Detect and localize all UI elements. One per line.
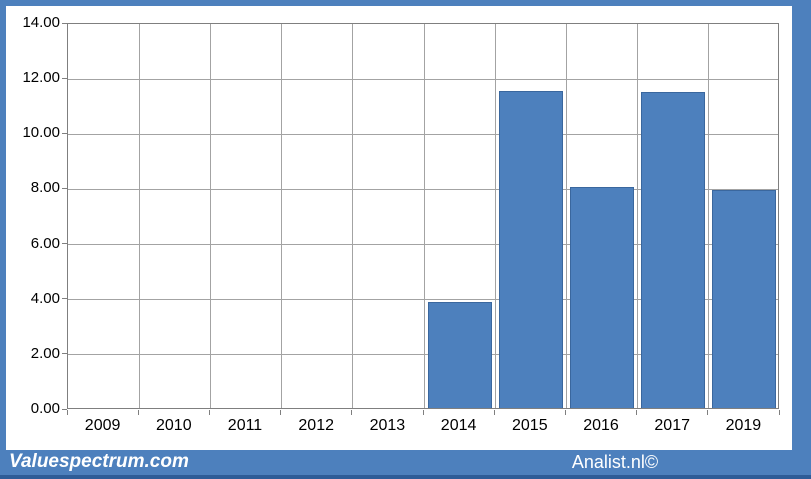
bar-2019 [712,190,777,408]
x-axis-label: 2014 [440,417,477,434]
x-axis-label: 2019 [725,417,762,434]
x-axis-tick [137,410,139,415]
y-axis-tick [62,77,67,79]
y-axis-tick [62,243,67,245]
gridline-vertical [423,24,425,408]
y-axis-tick [62,187,67,189]
gridline-vertical [352,24,354,408]
y-axis-label: 2.00 [30,344,60,362]
plot-area [67,23,779,409]
bar-2017 [641,92,706,408]
footer-bar: Valuespectrum.com Analist.nl© [0,450,811,479]
gridline-vertical [494,24,496,408]
gridline-horizontal [68,188,778,190]
footer-inner: Valuespectrum.com Analist.nl© [0,450,811,475]
y-axis-label: 12.00 [22,69,60,87]
x-axis-label: 2013 [369,417,406,434]
x-axis-tick [422,410,424,415]
y-axis-label: 4.00 [30,289,60,307]
y-axis-tick [62,132,67,134]
frame-border-top [0,0,811,6]
bar-2014 [427,301,492,408]
x-axis-tick [208,410,210,415]
y-axis-tick [62,353,67,355]
x-axis-label: 2012 [298,417,334,434]
x-axis-label: 2017 [654,417,690,434]
x-axis-tick [493,410,495,415]
frame-border-left [0,0,6,479]
y-axis-tick [62,22,67,24]
y-axis-label: 0.00 [30,400,60,417]
gridline-horizontal [68,133,778,135]
x-axis-label: 2015 [512,417,548,434]
y-axis-label: 14.00 [22,14,60,31]
bar-2015 [498,90,563,408]
x-axis-tick [351,410,353,415]
x-axis-tick [778,410,780,415]
x-axis-label: 2010 [156,417,192,434]
x-axis-tick [636,410,638,415]
gridline-vertical [708,24,710,408]
gridline-horizontal [68,354,778,356]
x-axis-tick [707,410,709,415]
y-axis-tick [62,408,67,410]
gridline-vertical [565,24,567,408]
y-axis-label: 8.00 [30,179,60,197]
footer-bottom-edge [0,475,811,479]
y-axis-label: 6.00 [30,234,60,252]
gridline-horizontal [68,78,778,80]
gridline-horizontal [68,244,778,246]
analist-watermark: Analist.nl© [571,452,659,472]
y-axis-tick [62,298,67,300]
x-axis-label: 2011 [227,417,263,434]
gridline-vertical [138,24,140,408]
gridline-vertical [281,24,283,408]
x-axis-label: 2016 [583,417,619,434]
gridline-horizontal [68,299,778,301]
frame-border-right [792,0,811,479]
gridline-vertical [209,24,211,408]
valuespectrum-watermark: Valuespectrum.com [9,451,189,472]
x-axis-tick [280,410,282,415]
x-axis-label: 2009 [84,417,121,434]
y-axis-label: 10.00 [22,124,60,142]
x-axis-tick [66,410,68,415]
x-axis-tick [564,410,566,415]
bar-2016 [570,187,634,408]
gridline-vertical [637,24,639,408]
